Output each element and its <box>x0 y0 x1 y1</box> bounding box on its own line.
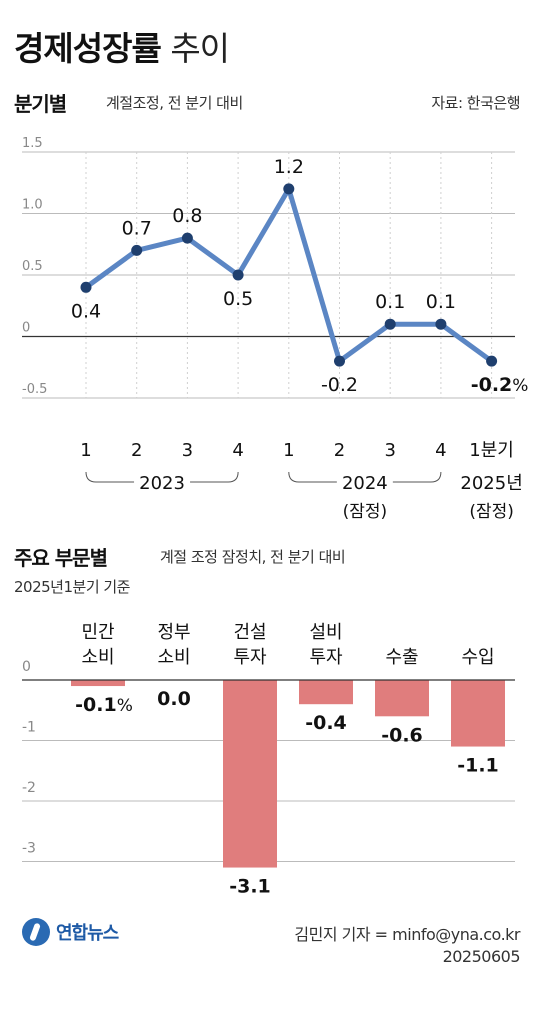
year-sublabel: (잠정) <box>343 502 388 522</box>
bar-value-label: 0.0 <box>157 688 191 710</box>
line-value-label: 0.7 <box>122 217 152 239</box>
line-xtick-label: 3 <box>384 440 395 461</box>
line-point <box>384 318 396 330</box>
line-value-unit: % <box>512 376 528 396</box>
year-label: 2024 <box>342 473 388 494</box>
bar-category-label: 투자 <box>233 647 267 668</box>
page-title: 경제성장률 추이 <box>14 22 230 70</box>
line-section-note: 계절조정, 전 분기 대비 <box>106 94 243 112</box>
bar-value-unit: % <box>117 696 133 716</box>
source-label: 자료: 한국은행 <box>431 94 520 112</box>
line-point <box>232 269 244 281</box>
line-point <box>181 232 193 244</box>
line-xtick-label: 2 <box>334 440 345 461</box>
line-ytick-label: 1.0 <box>22 198 43 213</box>
line-value-label: 0.4 <box>71 300 101 322</box>
line-point <box>80 281 92 293</box>
line-value-label: 0.5 <box>223 288 253 310</box>
year-bracket <box>85 471 239 483</box>
line-section-heading: 분기별 <box>14 92 67 116</box>
yonhap-logo: 연합뉴스 <box>22 918 119 946</box>
year-label: 2023 <box>139 473 185 494</box>
bar-category-label: 설비 <box>309 622 342 643</box>
line-value-label: 1.2 <box>274 156 304 178</box>
year-label: 2025년 <box>460 473 522 494</box>
line-ytick-label: -0.5 <box>22 382 47 397</box>
quarterly-line-chart: 1.5 1.0 0.5 0 -0.5 0.4 0.7 0.8 0.5 1.2 -0.2 0.1 0.1 -… <box>22 136 529 522</box>
line-xtick-label: 4 <box>232 440 243 461</box>
bar <box>451 680 505 747</box>
line-value-label: -0.2% <box>471 374 529 396</box>
bar <box>299 680 353 705</box>
yonhap-logo-icon <box>22 918 50 946</box>
bar-value-label: -0.6 <box>381 724 423 746</box>
logo-text: 연합뉴스 <box>56 923 119 944</box>
bar-ytick-label: -2 <box>22 780 36 796</box>
bar-ytick-label: -1 <box>22 720 36 736</box>
line-point <box>131 244 143 256</box>
line-xtick-label: 3 <box>182 440 193 461</box>
bar <box>375 680 429 717</box>
line-xtick-label: 1분기 <box>469 440 514 461</box>
bar-value-label: -3.1 <box>229 876 271 898</box>
bar-value-label: -0.1% <box>75 694 133 716</box>
line-value-label: 0.1 <box>426 291 456 313</box>
line-value-label: 0.8 <box>172 205 202 227</box>
line-xtick-label: 2 <box>131 440 142 461</box>
line-xtick-label: 1 <box>283 440 294 461</box>
bar-category-label: 수출 <box>385 647 418 668</box>
bar-category-label: 수입 <box>461 647 494 668</box>
line-xtick-label: 1 <box>80 440 91 461</box>
bar-section-heading: 주요 부문별 <box>14 546 108 570</box>
bar-category-label: 소비 <box>157 647 190 668</box>
line-xtick-label: 4 <box>435 440 446 461</box>
line-ytick-label: 1.5 <box>22 136 43 151</box>
bar-category-label: 정부 <box>157 622 190 643</box>
bar-value-label: -0.4 <box>305 712 347 734</box>
reporter-credit: 김민지 기자 = minfo@yna.co.kr <box>294 925 520 944</box>
bar-category-label: 민간 <box>81 622 114 643</box>
line-point <box>486 355 498 367</box>
line-value-label: 0.1 <box>375 291 405 313</box>
bar-section-subnote: 2025년1분기 기준 <box>14 578 131 596</box>
credit: 김민지 기자 = minfo@yna.co.kr 20250605 <box>294 924 520 968</box>
bar-category-label: 건설 <box>233 622 266 643</box>
publish-date: 20250605 <box>442 947 521 966</box>
bar-ytick-label: 0 <box>22 659 31 675</box>
bar-section-note: 계절 조정 잠정치, 전 분기 대비 <box>160 548 346 566</box>
bar-category-label: 소비 <box>81 647 114 668</box>
bar <box>71 680 125 687</box>
bar-category-label: 투자 <box>309 647 343 668</box>
title-main: 경제성장률 <box>14 29 162 68</box>
bar-ytick-label: -3 <box>22 841 36 857</box>
line-ytick-label: 0 <box>22 321 30 336</box>
line-point <box>334 355 345 367</box>
title-sub: 추이 <box>170 29 230 68</box>
bar-value-label: -1.1 <box>457 755 499 777</box>
line-value-label: -0.2 <box>321 374 358 396</box>
line-point <box>283 183 295 195</box>
bar <box>223 680 277 868</box>
year-sublabel: (잠정) <box>469 502 514 522</box>
line-point <box>435 318 447 330</box>
line-ytick-label: 0.5 <box>22 259 43 274</box>
year-bracket <box>288 471 442 483</box>
